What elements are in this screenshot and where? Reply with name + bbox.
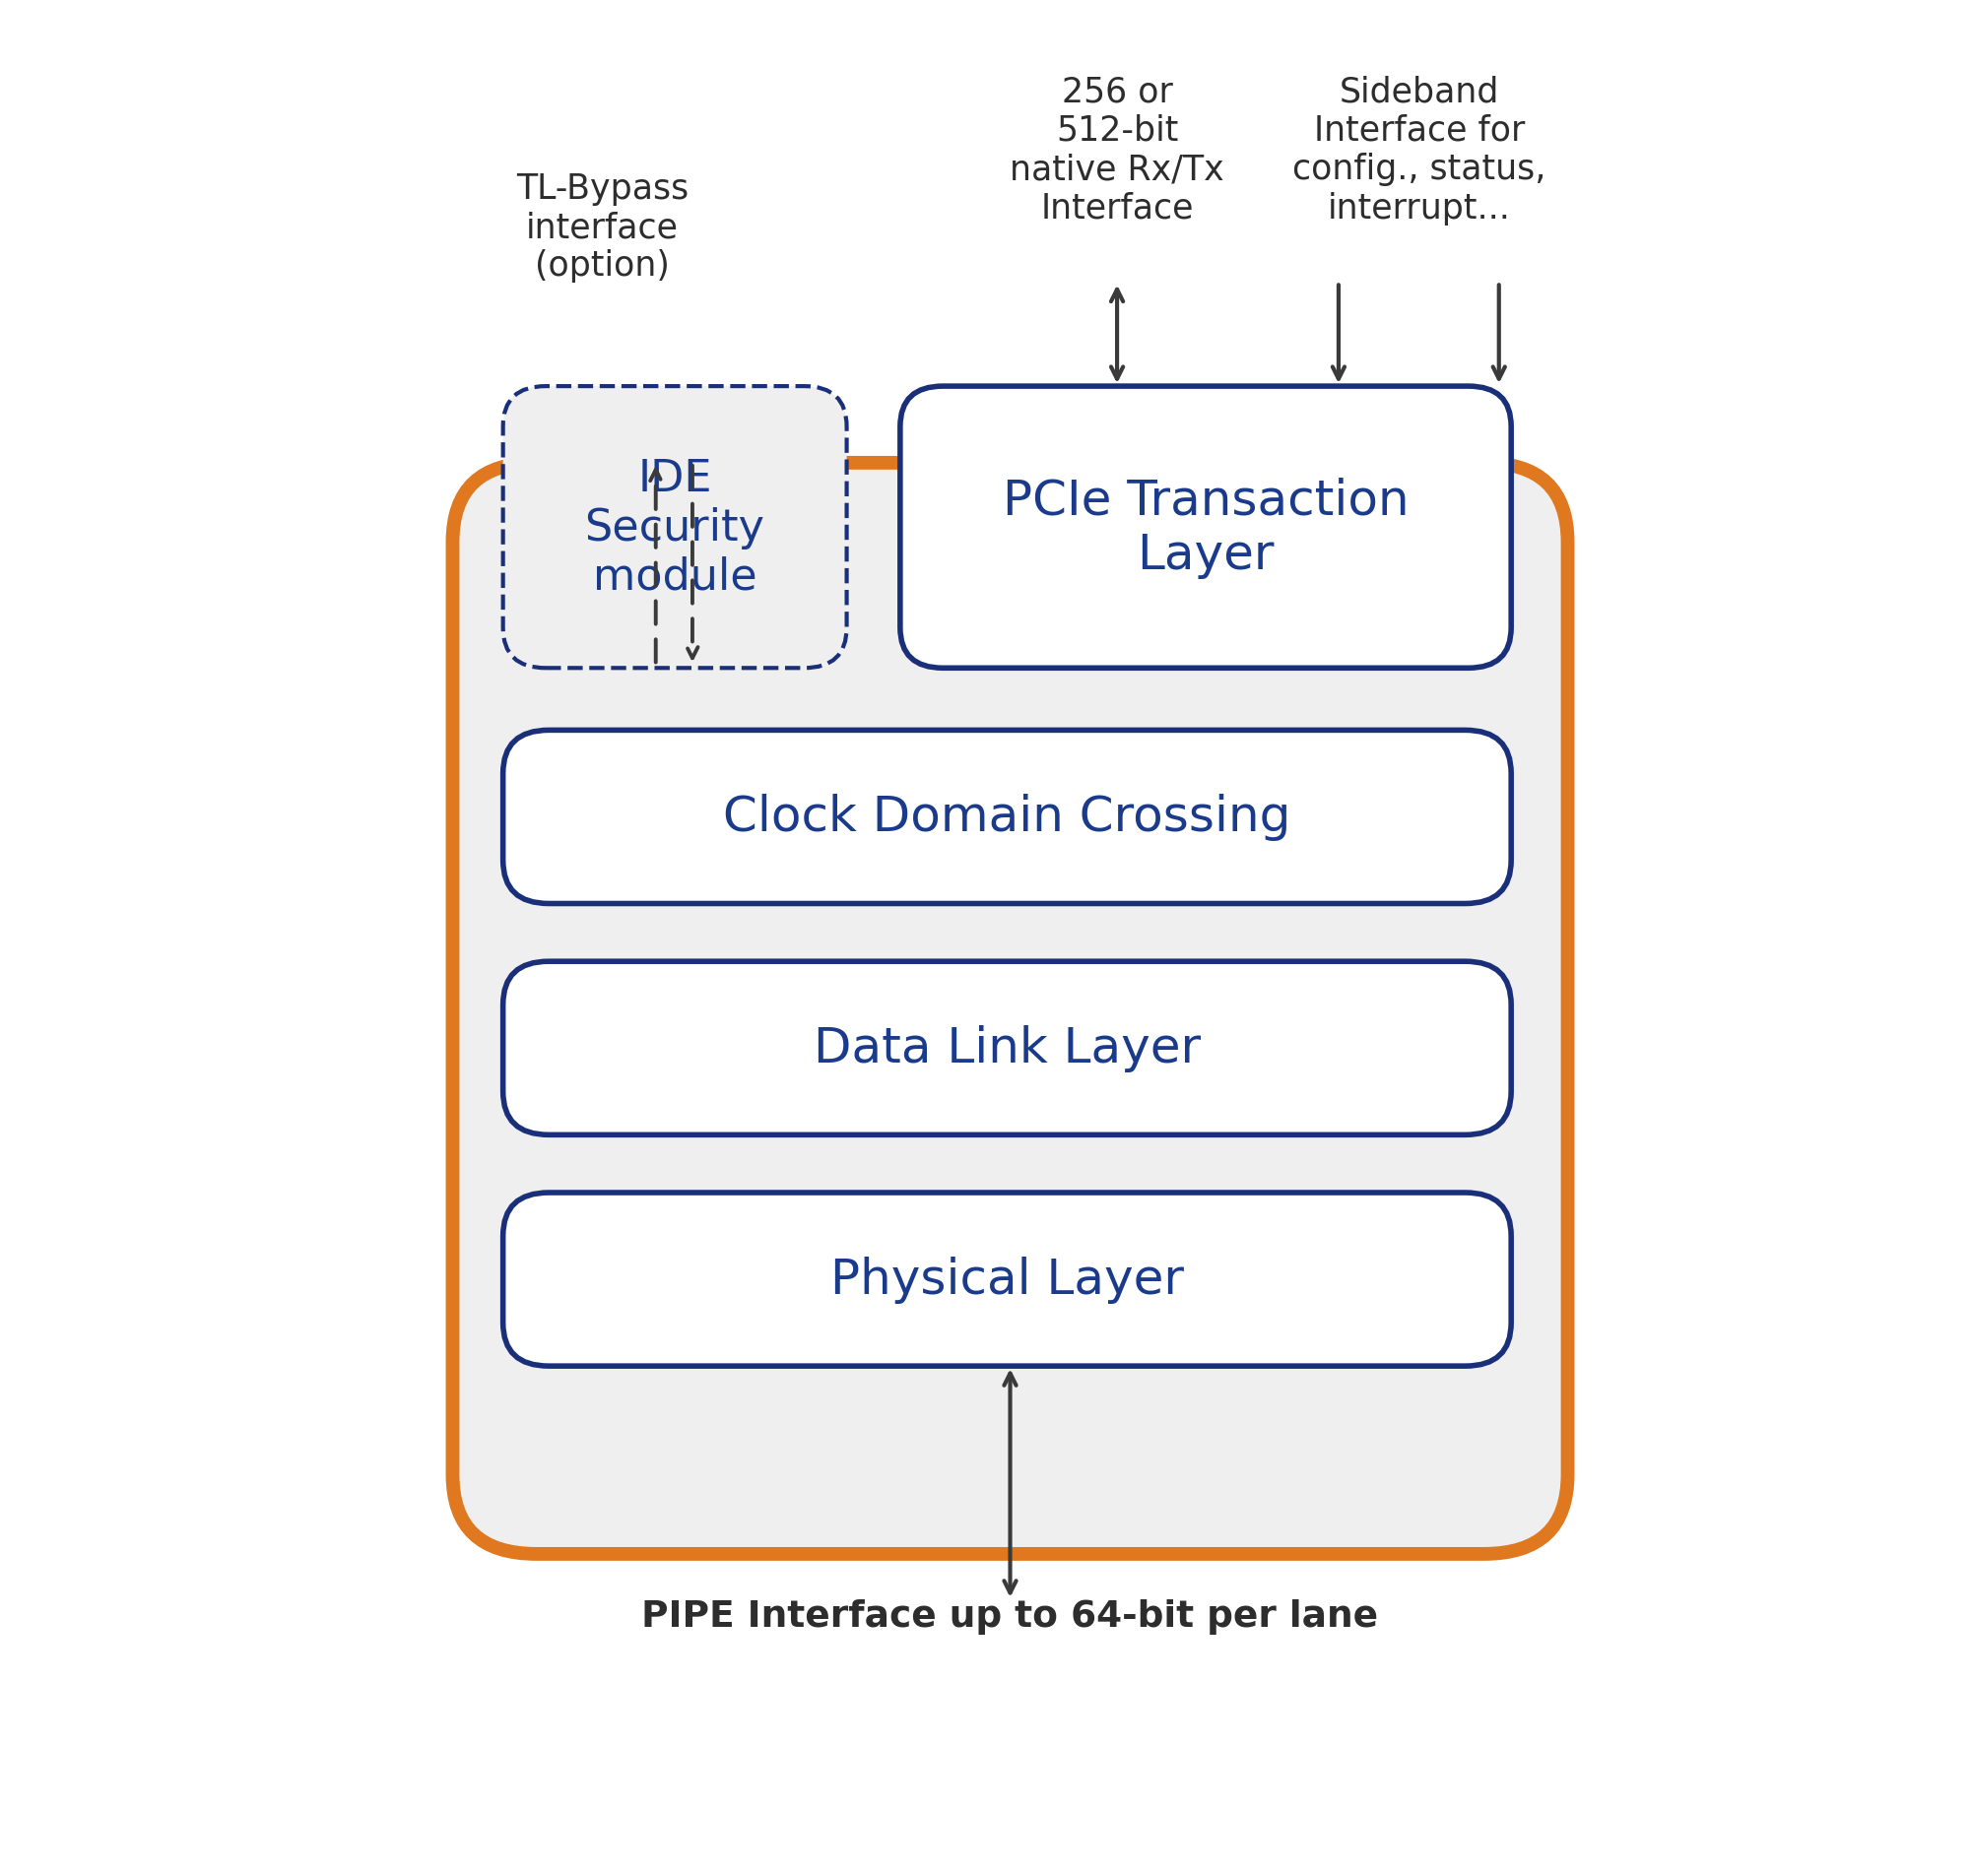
FancyBboxPatch shape bbox=[901, 386, 1512, 668]
FancyBboxPatch shape bbox=[503, 732, 1512, 904]
FancyBboxPatch shape bbox=[503, 1193, 1512, 1366]
FancyBboxPatch shape bbox=[453, 463, 1567, 1553]
FancyBboxPatch shape bbox=[503, 386, 848, 668]
Text: Sideband
Interface for
config., status,
interrupt...: Sideband Interface for config., status, … bbox=[1293, 75, 1547, 225]
Text: 256 or
512-bit
native Rx/Tx
Interface: 256 or 512-bit native Rx/Tx Interface bbox=[1009, 75, 1224, 225]
Text: Data Link Layer: Data Link Layer bbox=[814, 1024, 1200, 1071]
Text: Physical Layer: Physical Layer bbox=[830, 1257, 1185, 1304]
Text: Clock Domain Crossing: Clock Domain Crossing bbox=[723, 794, 1291, 840]
Text: IDE
Security
module: IDE Security module bbox=[585, 458, 765, 598]
Text: PIPE Interface up to 64-bit per lane: PIPE Interface up to 64-bit per lane bbox=[643, 1598, 1378, 1634]
FancyBboxPatch shape bbox=[503, 962, 1512, 1135]
Text: PCIe Transaction
Layer: PCIe Transaction Layer bbox=[1003, 477, 1409, 578]
Text: TL-Bypass
interface
(option): TL-Bypass interface (option) bbox=[516, 173, 688, 283]
